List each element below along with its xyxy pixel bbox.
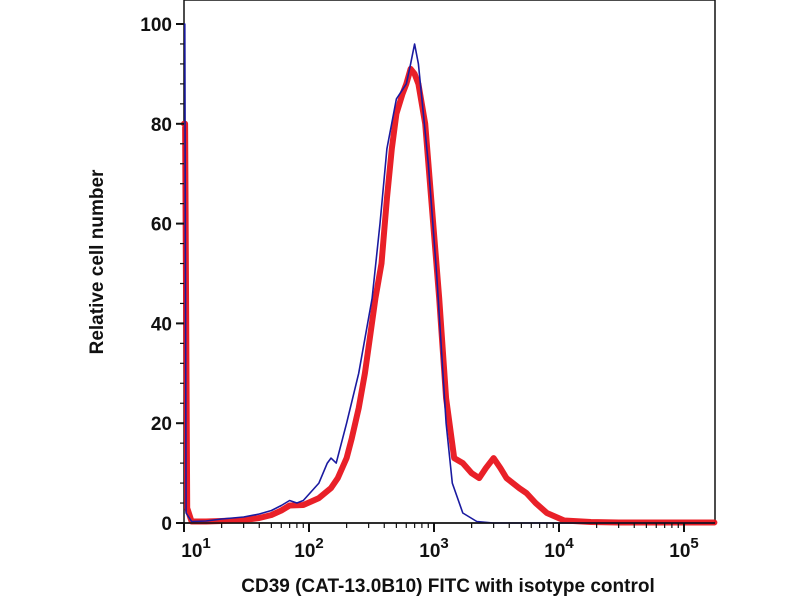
- x-tick-label: 101: [181, 535, 210, 562]
- x-tick-label: 102: [294, 535, 323, 562]
- x-tick-exponent: 5: [690, 535, 698, 552]
- x-axis: 101 102 103 104 105: [176, 522, 715, 562]
- series-line-isotype: [183, 23, 716, 524]
- y-tick-label: 0: [161, 514, 172, 535]
- x-tick-base: 10: [669, 541, 690, 562]
- x-axis-title: CD39 (CAT-13.0B10) FITC with isotype con…: [241, 576, 654, 597]
- y-tick-label: 20: [151, 414, 172, 435]
- y-axis-title: Relative cell number: [87, 169, 108, 354]
- series-line-cd39: [181, 65, 718, 526]
- x-tick-exponent: 1: [202, 535, 210, 552]
- y-tick-label: 60: [151, 215, 172, 236]
- y-tick-label: 40: [151, 314, 172, 335]
- y-tick-label: 100: [140, 15, 172, 36]
- x-tick-exponent: 4: [565, 535, 574, 552]
- x-tick-base: 10: [544, 541, 565, 562]
- x-tick-label: 104: [544, 535, 574, 562]
- x-tick-base: 10: [181, 541, 202, 562]
- x-tick-exponent: 3: [440, 535, 448, 552]
- x-tick-label: 103: [419, 535, 448, 562]
- series-layer: [181, 23, 718, 526]
- x-tick-base: 10: [419, 541, 440, 562]
- y-axis: 0 20 40 60 80 100: [140, 15, 184, 535]
- x-tick-exponent: 2: [315, 535, 323, 552]
- x-tick-base: 10: [294, 541, 315, 562]
- y-tick-label: 80: [151, 115, 172, 136]
- x-tick-label: 105: [669, 535, 698, 562]
